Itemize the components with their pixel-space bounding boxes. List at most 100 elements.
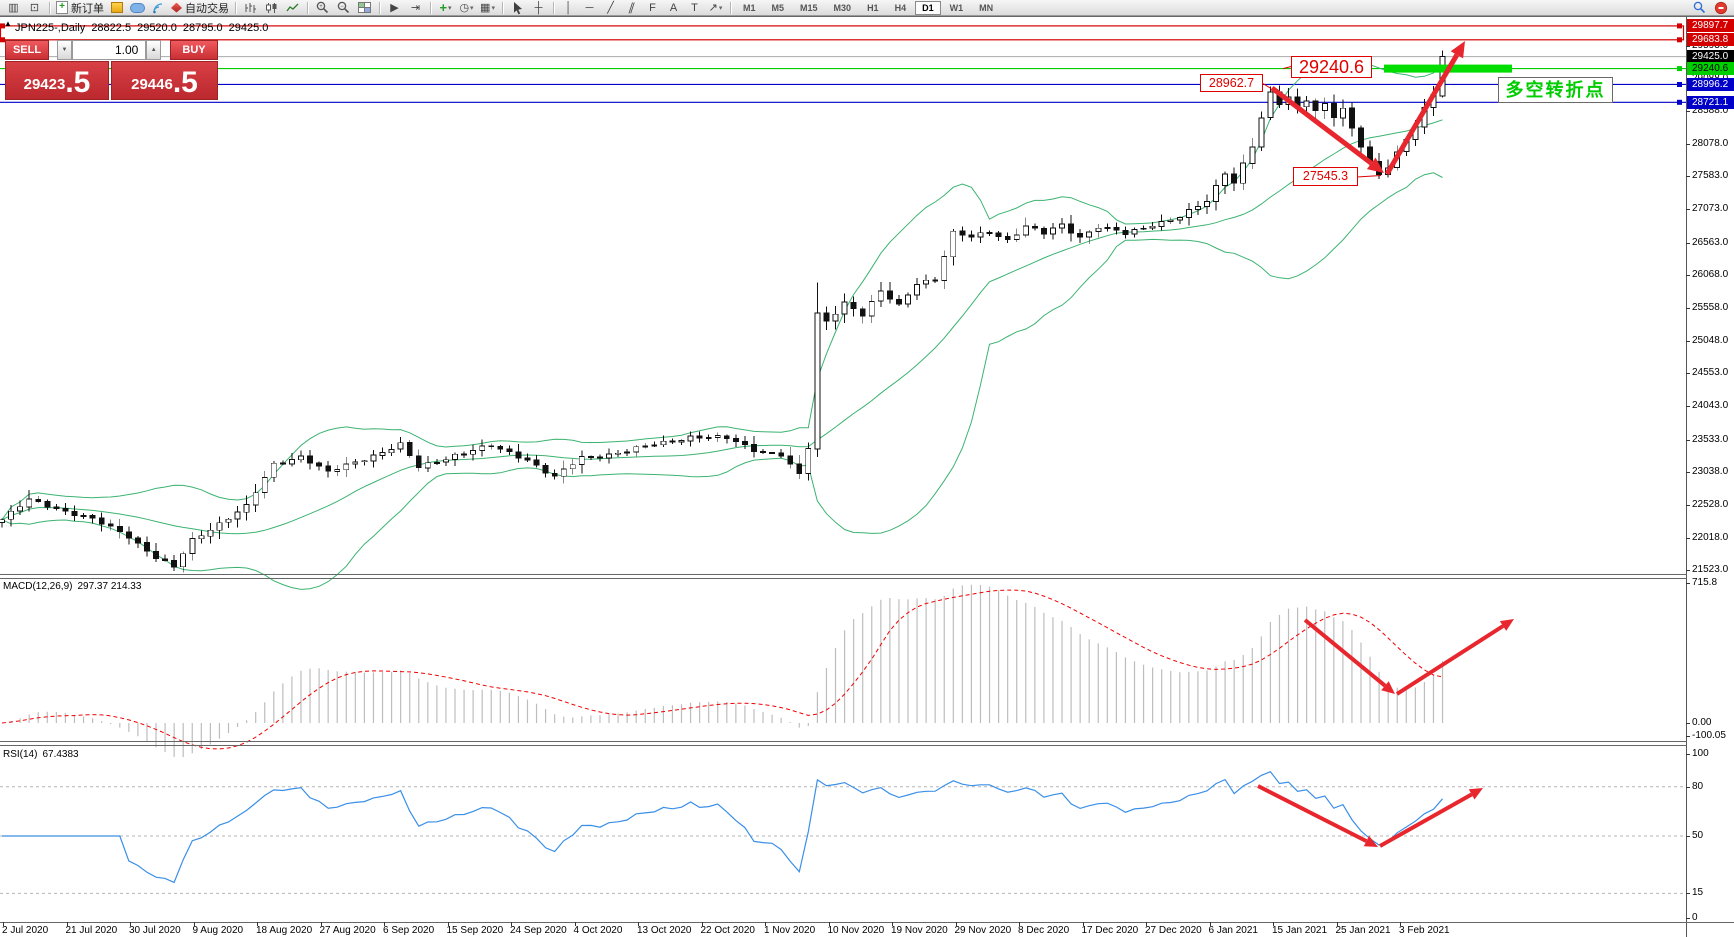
date-tick	[1019, 922, 1020, 926]
price-scale-label: 26563.0	[1692, 236, 1729, 248]
toolbar-separator	[430, 1, 431, 14]
date-label: 19 Nov 2020	[891, 925, 948, 936]
timeframe-m5-button[interactable]: M5	[771, 2, 785, 13]
timeframe-mn-button[interactable]: MN	[979, 2, 994, 13]
date-tick	[1146, 922, 1147, 926]
axis-tick	[1686, 440, 1690, 441]
cursor-icon[interactable]	[508, 1, 527, 15]
mql5-cloud-icon[interactable]	[128, 1, 147, 15]
text-label-icon[interactable]: T	[691, 1, 698, 14]
price-axis-border	[1686, 16, 1687, 937]
ohlc-close: 29425.0	[228, 22, 269, 34]
chat-icon[interactable]	[1711, 1, 1730, 15]
tile-windows-icon[interactable]	[355, 1, 374, 15]
autotrading-icon	[171, 2, 182, 13]
bar-chart-icon[interactable]	[241, 1, 260, 15]
timeframe-w1-button[interactable]: W1	[949, 2, 964, 13]
axis-tick	[1686, 570, 1690, 571]
buy-button[interactable]: BUY	[170, 40, 218, 60]
buy-price-button[interactable]: 29446 .5	[111, 61, 218, 100]
zoom-out-icon[interactable]: −	[334, 1, 353, 15]
horizontal-line-icon[interactable]: ─	[585, 1, 594, 14]
autotrading-button[interactable]: 自动交易	[170, 1, 230, 15]
axis-tick	[1686, 583, 1690, 584]
periods-icon[interactable]: ◷ ▾	[459, 2, 474, 14]
timeframe-h4-button[interactable]: H4	[894, 2, 907, 13]
ohlc-open: 28822.5	[91, 22, 132, 34]
toolbar-separator	[49, 1, 50, 14]
auto-scroll-icon[interactable]: ▶	[390, 2, 399, 14]
sell-price-button[interactable]: 29423 .5	[5, 61, 109, 100]
sell-button[interactable]: SELL	[5, 40, 50, 60]
date-tick	[955, 922, 957, 926]
panel-separator	[0, 745, 1687, 746]
timeframe-d1-button[interactable]: D1	[915, 0, 941, 15]
price-scale-label: 28588.0	[1692, 105, 1729, 116]
signal-icon[interactable]	[149, 1, 168, 15]
chart-shift-icon[interactable]: ⇥	[410, 2, 421, 14]
chart-title: JPN225-,Daily 28822.5 29520.0 28795.0 29425.…	[15, 22, 274, 34]
price-badge: 28996.2	[1687, 77, 1734, 91]
axis-tick	[1686, 209, 1690, 210]
swing-high-price-label[interactable]: 28962.7	[1200, 74, 1263, 92]
oneclick-collapse-icon[interactable]: ▲	[4, 19, 12, 28]
axis-tick	[1686, 144, 1690, 145]
timeframe-m30-button[interactable]: M30	[833, 2, 852, 13]
swing-low-price-label[interactable]: 27545.3	[1293, 167, 1358, 186]
timeframe-m1-button[interactable]: M1	[743, 2, 756, 13]
axis-tick	[1686, 918, 1690, 919]
text-icon[interactable]: A	[669, 1, 678, 14]
axis-tick	[1686, 736, 1690, 737]
crosshair-icon[interactable]: ┼	[534, 1, 543, 14]
date-tick	[574, 922, 576, 926]
zoom-window-icon[interactable]: ⊡	[29, 2, 40, 14]
search-icon[interactable]	[1690, 1, 1709, 15]
rsi-name: RSI(14)	[3, 749, 38, 760]
volume-field[interactable]: 1.00	[71, 40, 147, 60]
rsi-current-value: 67.4383	[42, 749, 79, 760]
price-scale-label: 23038.0	[1692, 465, 1729, 477]
equidistant-channel-icon[interactable]: ∥	[626, 2, 637, 14]
price-scale-label: 23533.0	[1692, 433, 1729, 445]
new-order-button[interactable]: + 新订单	[55, 1, 105, 15]
vertical-line-icon[interactable]: │	[565, 1, 572, 14]
axis-tick	[1686, 893, 1690, 894]
date-tick	[1400, 922, 1401, 926]
date-tick	[765, 922, 766, 926]
fibonacci-icon[interactable]: F	[649, 1, 656, 14]
templates-icon[interactable]: ▦ ▾	[480, 2, 495, 14]
price-scale-label: 26068.0	[1692, 268, 1729, 280]
trendline-icon[interactable]: ╱	[607, 2, 614, 14]
date-tick	[828, 922, 830, 926]
autotrading-label: 自动交易	[185, 2, 229, 15]
zoom-in-icon[interactable]: +	[313, 1, 332, 15]
timeframe-h1-button[interactable]: H1	[867, 2, 879, 13]
indicators-icon[interactable]: + ▾	[439, 0, 452, 15]
date-tick	[384, 922, 385, 926]
buy-price-frac: .5	[172, 66, 198, 100]
axis-tick	[1686, 505, 1690, 506]
chart-window-icon[interactable]: ▥	[8, 2, 19, 14]
price-scale-label: 27583.0	[1692, 170, 1729, 182]
date-label: 30 Jul 2020	[129, 925, 181, 936]
turning-point-note[interactable]: 多空转折点	[1498, 77, 1613, 103]
price-scale-label: 25558.0	[1692, 301, 1729, 313]
svg-text:+: +	[319, 4, 323, 10]
resistance-price-label[interactable]: 29240.6	[1291, 56, 1372, 78]
axis-tick	[1686, 472, 1690, 473]
date-tick	[1336, 922, 1338, 926]
volume-decrease-button[interactable]: ▼	[57, 40, 72, 60]
date-label: 9 Aug 2020	[192, 925, 244, 936]
candlestick-chart-icon[interactable]	[262, 1, 281, 15]
timeframe-m15-button[interactable]: M15	[800, 2, 818, 13]
price-badge: 28721.1	[1687, 95, 1734, 109]
line-chart-icon[interactable]	[283, 1, 302, 15]
axis-tick	[1686, 723, 1690, 724]
date-tick	[447, 922, 449, 926]
arrow-objects-icon[interactable]: ↗ ▾	[708, 2, 723, 14]
volume-increase-button[interactable]: ▲	[146, 40, 162, 60]
market-watch-icon[interactable]	[107, 1, 126, 15]
sell-price-frac: .5	[65, 66, 91, 100]
